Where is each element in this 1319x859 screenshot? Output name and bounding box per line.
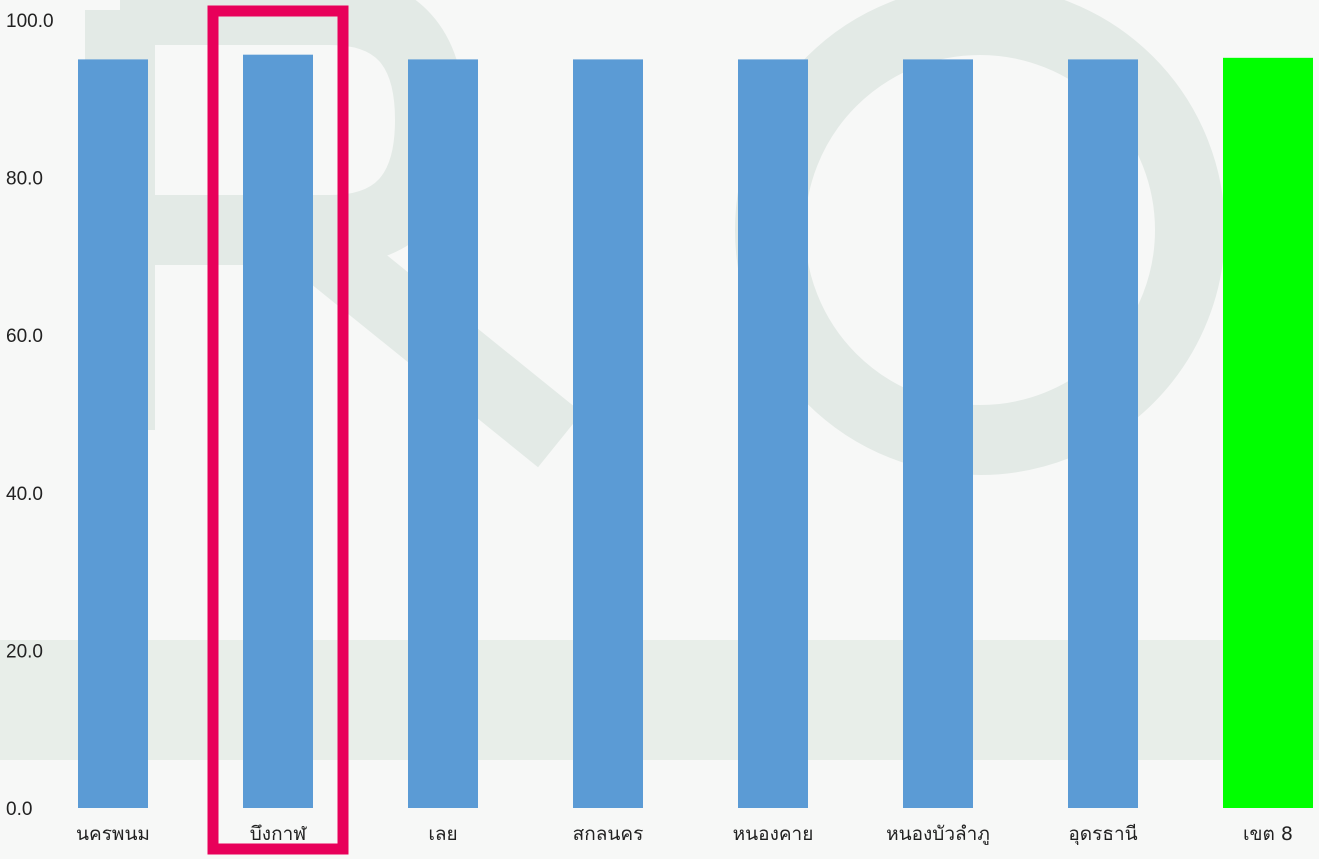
x-category-label: เลย (428, 823, 457, 845)
bar-2 (243, 54, 313, 809)
bar-4 (573, 59, 643, 808)
y-tick-label: 60.0 (6, 326, 43, 347)
highlight-box (207, 5, 349, 855)
bar-7 (1068, 59, 1138, 808)
x-category-label: นครพนม (76, 823, 150, 845)
x-category-label: บึงกาฬ (250, 823, 308, 845)
x-category-label: อุดรธานี (1068, 823, 1137, 846)
y-tick-label: 20.0 (6, 641, 43, 662)
x-category-label: สกลนคร (573, 823, 644, 845)
bar-5 (738, 59, 808, 808)
x-category-label: หนองบัวลำภู (886, 823, 990, 845)
y-tick-label: 40.0 (6, 484, 43, 505)
y-tick-label: 0.0 (6, 799, 32, 820)
y-axis: 0.0 20.0 40.0 60.0 80.0 100.0 (6, 11, 54, 820)
y-tick-label: 80.0 (6, 169, 43, 190)
highlight-box-layer (207, 5, 349, 855)
y-tick-label: 100.0 (6, 11, 54, 32)
bar-6 (903, 59, 973, 808)
x-category-label: เขต 8 (1243, 823, 1293, 845)
bar-1 (78, 59, 148, 808)
bar-8 (1223, 57, 1313, 809)
x-axis: นครพนม บึงกาฬ เลย สกลนคร หนองคาย หนองบัวลำภู อ… (76, 823, 1293, 846)
x-category-label: หนองคาย (733, 823, 814, 845)
bars-group (78, 54, 1313, 809)
bar-3 (408, 59, 478, 808)
